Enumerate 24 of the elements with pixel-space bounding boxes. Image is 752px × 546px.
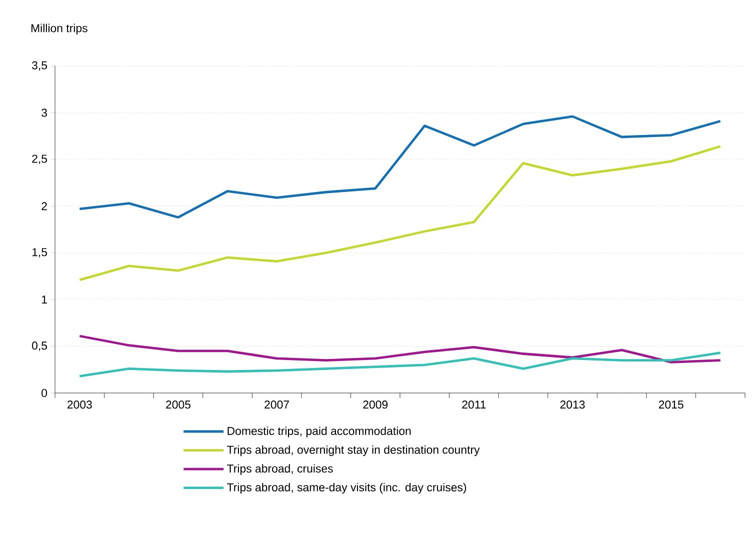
legend-label: Domestic trips, paid accommodation xyxy=(228,426,411,438)
x-tick-label: 2007 xyxy=(264,400,289,409)
y-tick-label: 2,5 xyxy=(32,154,47,164)
x-tick-label: 2015 xyxy=(658,400,684,409)
line-series xyxy=(78,115,722,219)
legend-label: Trips abroad, overnight stay in destination country xyxy=(227,445,480,456)
line-series xyxy=(78,145,722,282)
y-tick-label: 0,5 xyxy=(32,342,47,352)
x-tick-label: 2009 xyxy=(363,400,388,409)
legend-label: Trips abroad, cruises xyxy=(227,464,333,475)
x-tick-label: 2013 xyxy=(560,400,585,409)
y-tick-label: 0 xyxy=(42,388,48,398)
y-axis-title: Million trips xyxy=(31,24,88,34)
y-tick-label: 1 xyxy=(42,296,47,304)
y-tick-label: 2 xyxy=(42,202,47,210)
x-tick-label: 2011 xyxy=(462,400,486,409)
y-tick-label: 1,5 xyxy=(32,248,47,258)
y-tick-label: 3,5 xyxy=(32,61,47,71)
legend-label: Trips abroad, same-day visits (inc. day cruises) xyxy=(227,482,466,494)
y-tick-label: 3 xyxy=(42,108,47,117)
x-tick-label: 2003 xyxy=(67,400,92,409)
line-series xyxy=(78,334,722,364)
line-series xyxy=(78,352,722,378)
x-tick-label: 2005 xyxy=(166,400,190,409)
